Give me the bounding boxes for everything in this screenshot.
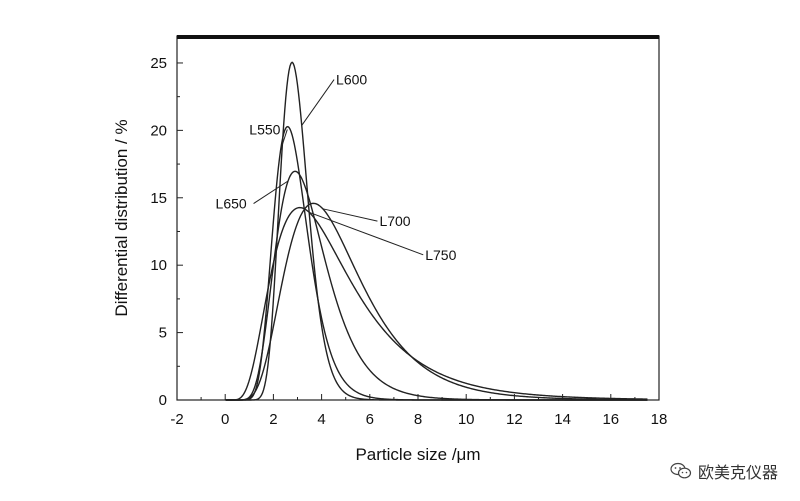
y-tick-label: 5 (159, 325, 167, 342)
series-label-l750: L750 (425, 247, 456, 263)
label-pointer-l700 (322, 208, 378, 222)
series-line-l600 (225, 61, 648, 401)
label-pointer-l600 (301, 79, 335, 126)
plot-frame (176, 35, 660, 401)
series-label-l650: L650 (216, 196, 247, 212)
y-tick-label: 20 (150, 122, 167, 139)
watermark-text: 欧美克仪器 (697, 463, 778, 482)
x-tick-label: -2 (170, 411, 183, 428)
x-axis: -2 0 2 4 6 8 10 12 14 16 18 (170, 394, 667, 428)
x-tick-label: 2 (269, 411, 277, 428)
label-pointer-l750 (308, 211, 424, 256)
series-line-l750 (225, 206, 648, 401)
x-tick-label: 6 (366, 411, 374, 428)
y-tick-label: 0 (159, 392, 167, 409)
x-tick-label: 14 (554, 411, 571, 428)
x-tick-label: 4 (317, 411, 325, 428)
y-tick-label: 10 (150, 257, 167, 274)
x-axis-title: Particle size /μm (355, 445, 480, 464)
series-labels: L550 L600 L650 L700 L750 (216, 72, 457, 263)
x-tick-label: 18 (651, 411, 668, 428)
x-tick-label: 0 (221, 411, 229, 428)
x-tick-label: 12 (506, 411, 523, 428)
series-line-l700 (225, 202, 648, 401)
series-line-l650 (225, 170, 648, 401)
y-tick-label: 15 (150, 190, 167, 207)
y-axis: 0 5 10 15 20 25 (150, 55, 183, 409)
x-tick-label: 16 (602, 411, 619, 428)
wechat-icon (670, 462, 692, 479)
y-tick-label: 25 (150, 55, 167, 72)
x-tick-label: 8 (414, 411, 422, 428)
series-label-l600: L600 (336, 72, 367, 88)
series-curves (225, 61, 648, 401)
series-label-l550: L550 (249, 121, 280, 137)
series-label-l700: L700 (379, 213, 410, 229)
watermark: 欧美克仪器 (670, 459, 778, 483)
series-line-l550 (225, 125, 648, 401)
x-tick-label: 10 (458, 411, 475, 428)
label-pointer-l650 (253, 180, 289, 204)
label-pointer-l550 (280, 129, 288, 150)
y-axis-title: Differential distribution / % (112, 119, 131, 316)
